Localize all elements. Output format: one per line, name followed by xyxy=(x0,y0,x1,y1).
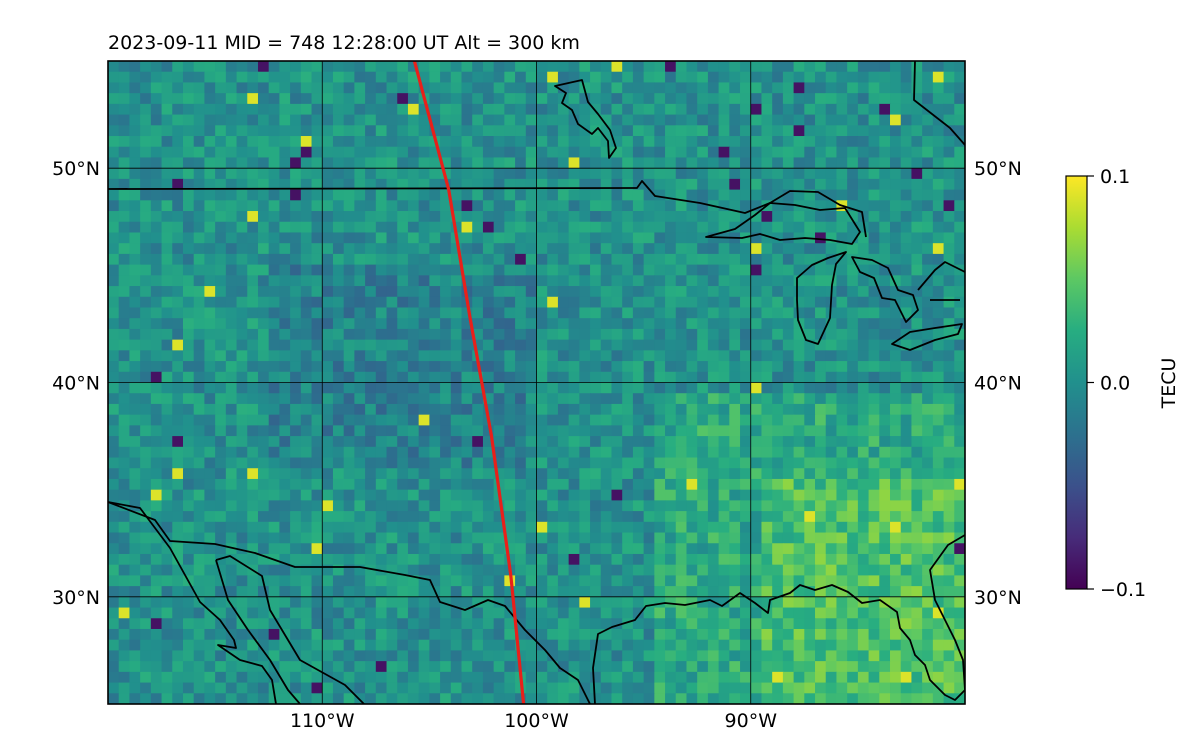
colorbar-tick-label: 0.0 xyxy=(1100,373,1130,395)
lat-tick-label-right: 30°N xyxy=(974,587,1022,609)
lat-tick-label-left: 50°N xyxy=(52,158,100,180)
tec-heatmap xyxy=(108,61,965,704)
lat-tick-label-right: 40°N xyxy=(974,373,1022,395)
lake-superior-shoreline xyxy=(705,202,861,245)
ne-coast xyxy=(913,61,965,146)
colorbar-tick-label: −0.1 xyxy=(1100,579,1146,601)
lat-tick-label-right: 50°N xyxy=(974,158,1022,180)
longitude-tick-labels: 110°W 100°W 90°W xyxy=(290,710,777,732)
gulf-of-california-coast xyxy=(215,555,365,704)
lake-huron-shoreline xyxy=(851,256,919,323)
colorbar-gradient xyxy=(1065,175,1088,590)
lake-michigan-shoreline xyxy=(796,251,847,345)
hudson-bay-coast xyxy=(554,79,617,159)
map-area xyxy=(108,61,965,704)
map-frame xyxy=(107,60,966,705)
us-mexico-border xyxy=(108,501,591,704)
lon-tick-label: 100°W xyxy=(504,710,569,732)
lake-ontario-shoreline xyxy=(917,261,965,301)
colorbar-label: TECU xyxy=(1158,358,1180,410)
colorbar: 0.1 0.0 −0.1 TECU xyxy=(1065,166,1180,601)
lake-erie-shoreline xyxy=(891,323,963,351)
canada-us-border xyxy=(108,180,867,238)
gulf-coast xyxy=(592,534,965,704)
lat-tick-label-left: 30°N xyxy=(52,587,100,609)
colorbar-ticks: 0.1 0.0 −0.1 xyxy=(1087,166,1146,601)
satellite-track xyxy=(412,61,526,704)
lon-tick-label: 110°W xyxy=(290,710,355,732)
map-title: 2023-09-11 MID = 748 12:28:00 UT Alt = 3… xyxy=(108,32,580,54)
gridlines xyxy=(108,61,965,704)
latitude-tick-labels: 50°N 50°N 40°N 40°N 30°N 30°N xyxy=(52,158,1022,609)
lat-tick-label-left: 40°N xyxy=(52,373,100,395)
lon-tick-label: 90°W xyxy=(725,710,778,732)
coastlines-and-borders xyxy=(108,61,965,704)
colorbar-tick-label: 0.1 xyxy=(1100,166,1130,188)
pacific-coast xyxy=(108,501,277,704)
